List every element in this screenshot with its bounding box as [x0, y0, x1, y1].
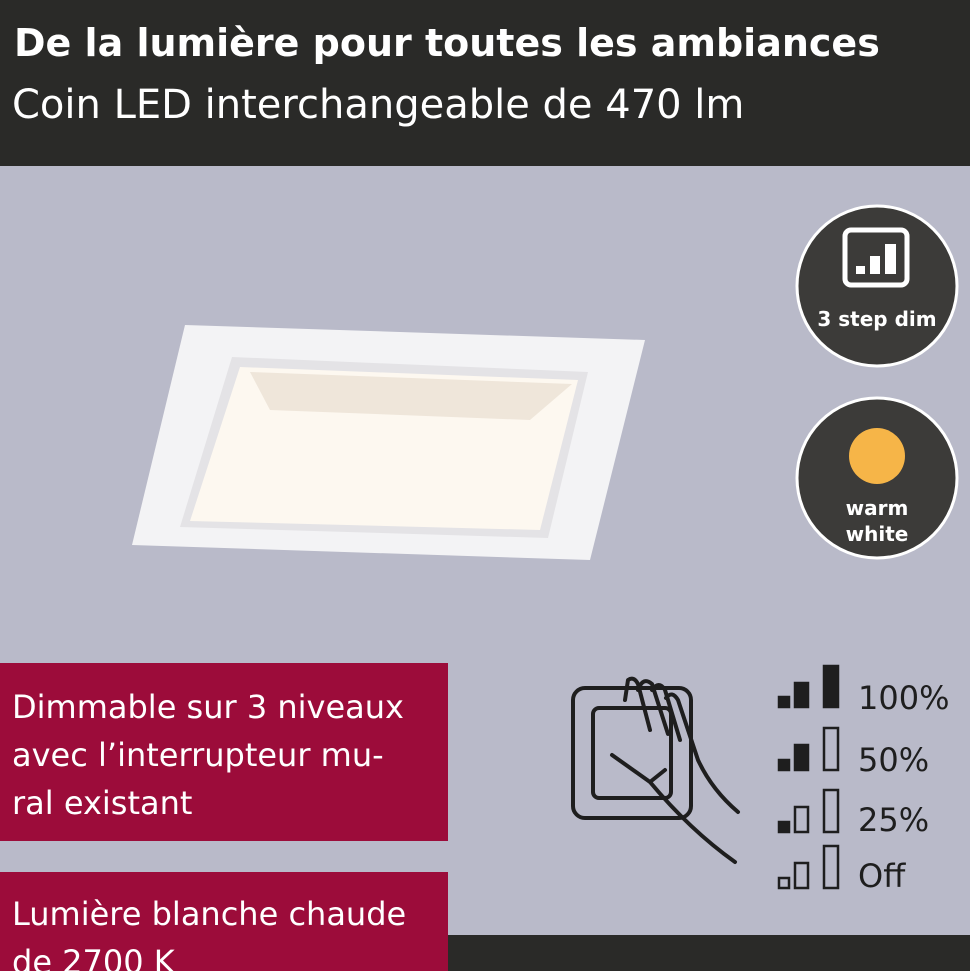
feature-text: Dimmable sur 3 niveaux: [12, 688, 404, 726]
badge-label: white: [846, 522, 909, 546]
header-subtitle: Coin LED interchangeable de 470 lm: [12, 82, 744, 128]
dim-level: 25%: [858, 801, 929, 839]
dim-level: Off: [858, 857, 906, 895]
feature-text: ral existant: [12, 784, 192, 822]
feature-text: de 2700 K: [12, 943, 176, 971]
dim-level: 100%: [858, 679, 949, 717]
footer-band: [448, 935, 970, 971]
header-band: [0, 0, 970, 166]
dim-level: 50%: [858, 741, 929, 779]
feature-box: [0, 872, 448, 971]
badge-label: warm: [846, 496, 909, 520]
feature-text: Lumière blanche chaude: [12, 895, 406, 933]
badge-dim: 3 step dim: [795, 204, 959, 368]
switch-hand-icon: [571, 676, 740, 864]
feature-text: avec l’interrupteur mu-: [12, 736, 384, 774]
badge-label: 3 step dim: [817, 307, 936, 331]
badge-warm: warm white: [795, 396, 959, 560]
header-title: De la lumière pour toutes les ambiances: [14, 21, 880, 65]
dim-legend: 100% 50% 25% Off: [777, 664, 949, 895]
fixture: [132, 325, 645, 560]
feature-box: [0, 663, 448, 841]
